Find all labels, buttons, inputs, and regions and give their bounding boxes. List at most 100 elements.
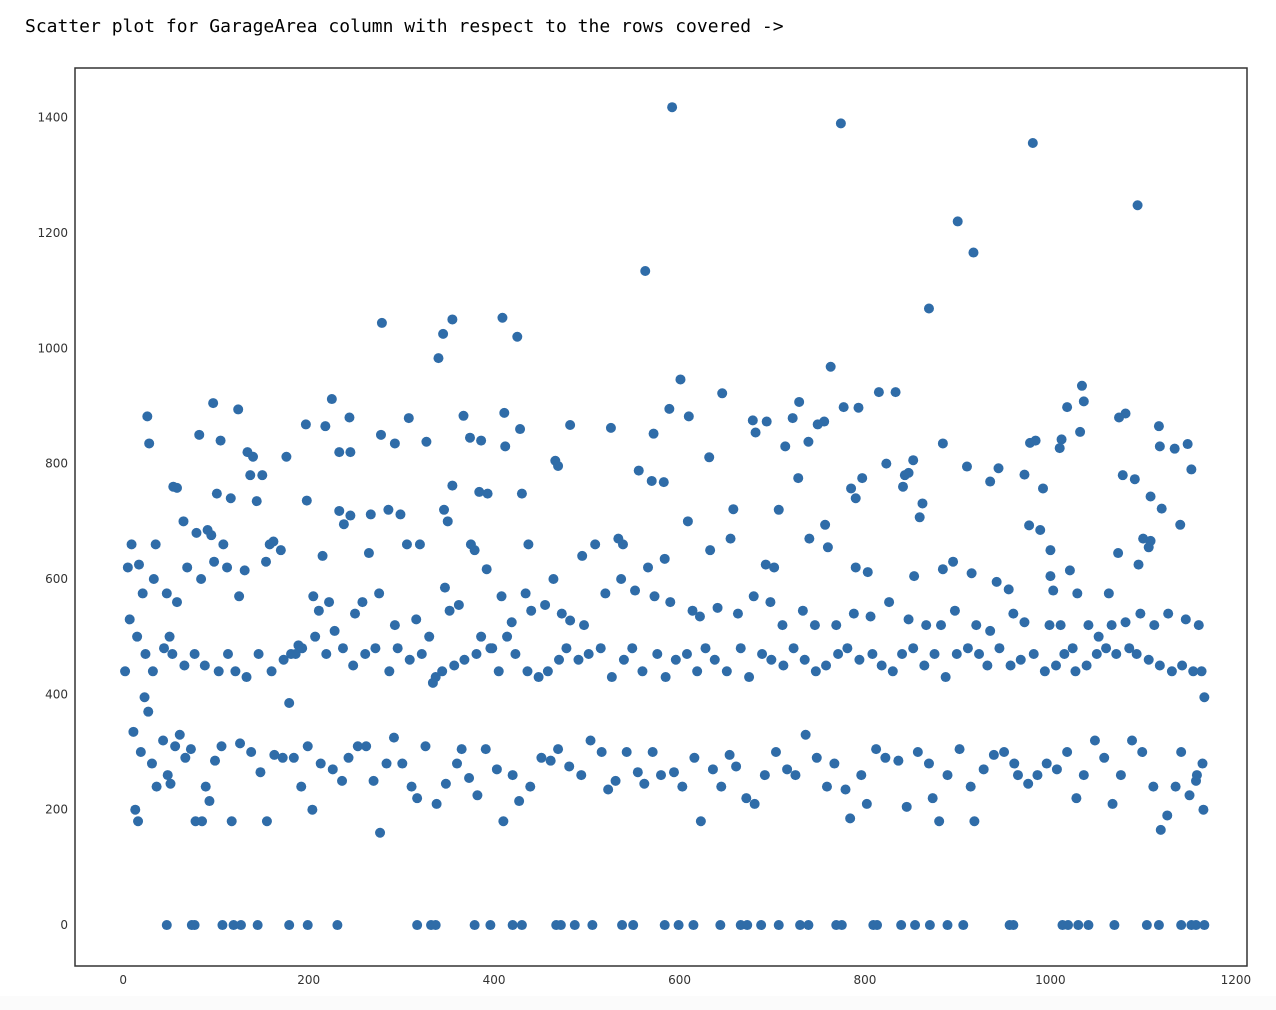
data-point xyxy=(313,605,324,616)
data-point xyxy=(374,588,385,599)
data-point xyxy=(810,666,821,677)
data-point xyxy=(985,625,996,636)
data-point xyxy=(406,781,417,792)
data-point xyxy=(1099,752,1110,763)
data-point xyxy=(962,643,973,654)
data-point xyxy=(161,920,172,931)
data-point xyxy=(1093,631,1104,642)
data-point xyxy=(1012,770,1023,781)
data-point xyxy=(1089,735,1100,746)
x-tick-label: 1200 xyxy=(1221,973,1252,987)
data-point xyxy=(577,550,588,561)
data-point xyxy=(853,402,864,413)
data-point xyxy=(994,643,1005,654)
data-point xyxy=(167,648,178,659)
data-point xyxy=(1071,793,1082,804)
data-point xyxy=(985,476,996,487)
data-point xyxy=(208,398,219,409)
data-point xyxy=(748,591,759,602)
data-point xyxy=(707,764,718,775)
data-point xyxy=(1030,435,1041,446)
x-tick-label: 800 xyxy=(854,973,877,987)
data-point xyxy=(750,427,761,438)
data-point xyxy=(180,752,191,763)
data-point xyxy=(210,755,221,766)
data-point xyxy=(211,488,222,499)
data-point xyxy=(130,804,141,815)
data-point xyxy=(675,374,686,385)
data-point xyxy=(165,778,176,789)
data-point xyxy=(573,654,584,665)
data-point xyxy=(241,672,252,683)
data-point xyxy=(659,553,670,564)
data-point xyxy=(257,470,268,481)
data-point xyxy=(910,920,921,931)
data-point xyxy=(281,451,292,462)
data-point xyxy=(235,920,246,931)
data-point xyxy=(268,536,279,547)
y-tick-label: 400 xyxy=(45,687,68,701)
data-point xyxy=(1199,692,1210,703)
data-point xyxy=(449,660,460,671)
data-point xyxy=(742,920,753,931)
data-point xyxy=(233,404,244,415)
data-point xyxy=(1177,660,1188,671)
data-point xyxy=(1083,920,1094,931)
data-point xyxy=(919,660,930,671)
data-point xyxy=(217,920,228,931)
data-point xyxy=(389,438,400,449)
data-point xyxy=(482,488,493,499)
data-point xyxy=(261,556,272,567)
data-point xyxy=(1063,920,1074,931)
data-point xyxy=(1133,559,1144,570)
data-point xyxy=(1170,781,1181,792)
data-point xyxy=(375,827,386,838)
data-point xyxy=(881,458,892,469)
data-point xyxy=(757,648,768,659)
data-point xyxy=(485,643,496,654)
data-point xyxy=(142,411,153,422)
data-point xyxy=(1153,920,1164,931)
data-point xyxy=(132,631,143,642)
data-point xyxy=(908,643,919,654)
data-point xyxy=(803,920,814,931)
data-point xyxy=(716,781,727,792)
data-point xyxy=(469,545,480,556)
y-tick-label: 0 xyxy=(60,918,68,932)
data-point xyxy=(542,666,553,677)
data-point xyxy=(927,793,938,804)
data-point xyxy=(327,764,338,775)
data-point xyxy=(363,548,374,559)
data-point xyxy=(1131,648,1142,659)
data-point xyxy=(773,504,784,515)
data-point xyxy=(1149,620,1160,631)
data-point xyxy=(507,770,518,781)
data-point xyxy=(872,920,883,931)
data-point xyxy=(555,920,566,931)
data-point xyxy=(452,758,463,769)
data-point xyxy=(800,729,811,740)
data-point xyxy=(912,747,923,758)
data-point xyxy=(512,331,523,342)
data-point xyxy=(677,781,688,792)
data-point xyxy=(1191,770,1202,781)
data-point xyxy=(1135,608,1146,619)
data-point xyxy=(842,643,853,654)
data-point xyxy=(345,447,356,458)
data-point xyxy=(903,467,914,478)
data-point xyxy=(1180,614,1191,625)
data-point xyxy=(632,767,643,778)
data-point xyxy=(769,562,780,573)
data-point xyxy=(1182,439,1193,450)
data-point xyxy=(937,564,948,575)
data-point xyxy=(799,654,810,665)
data-point xyxy=(1111,648,1122,659)
data-point xyxy=(732,608,743,619)
data-point xyxy=(365,509,376,520)
data-point xyxy=(350,608,361,619)
data-point xyxy=(376,317,387,328)
data-point xyxy=(765,597,776,608)
x-tick-label: 600 xyxy=(668,973,691,987)
data-point xyxy=(908,455,919,466)
data-point xyxy=(850,493,861,504)
